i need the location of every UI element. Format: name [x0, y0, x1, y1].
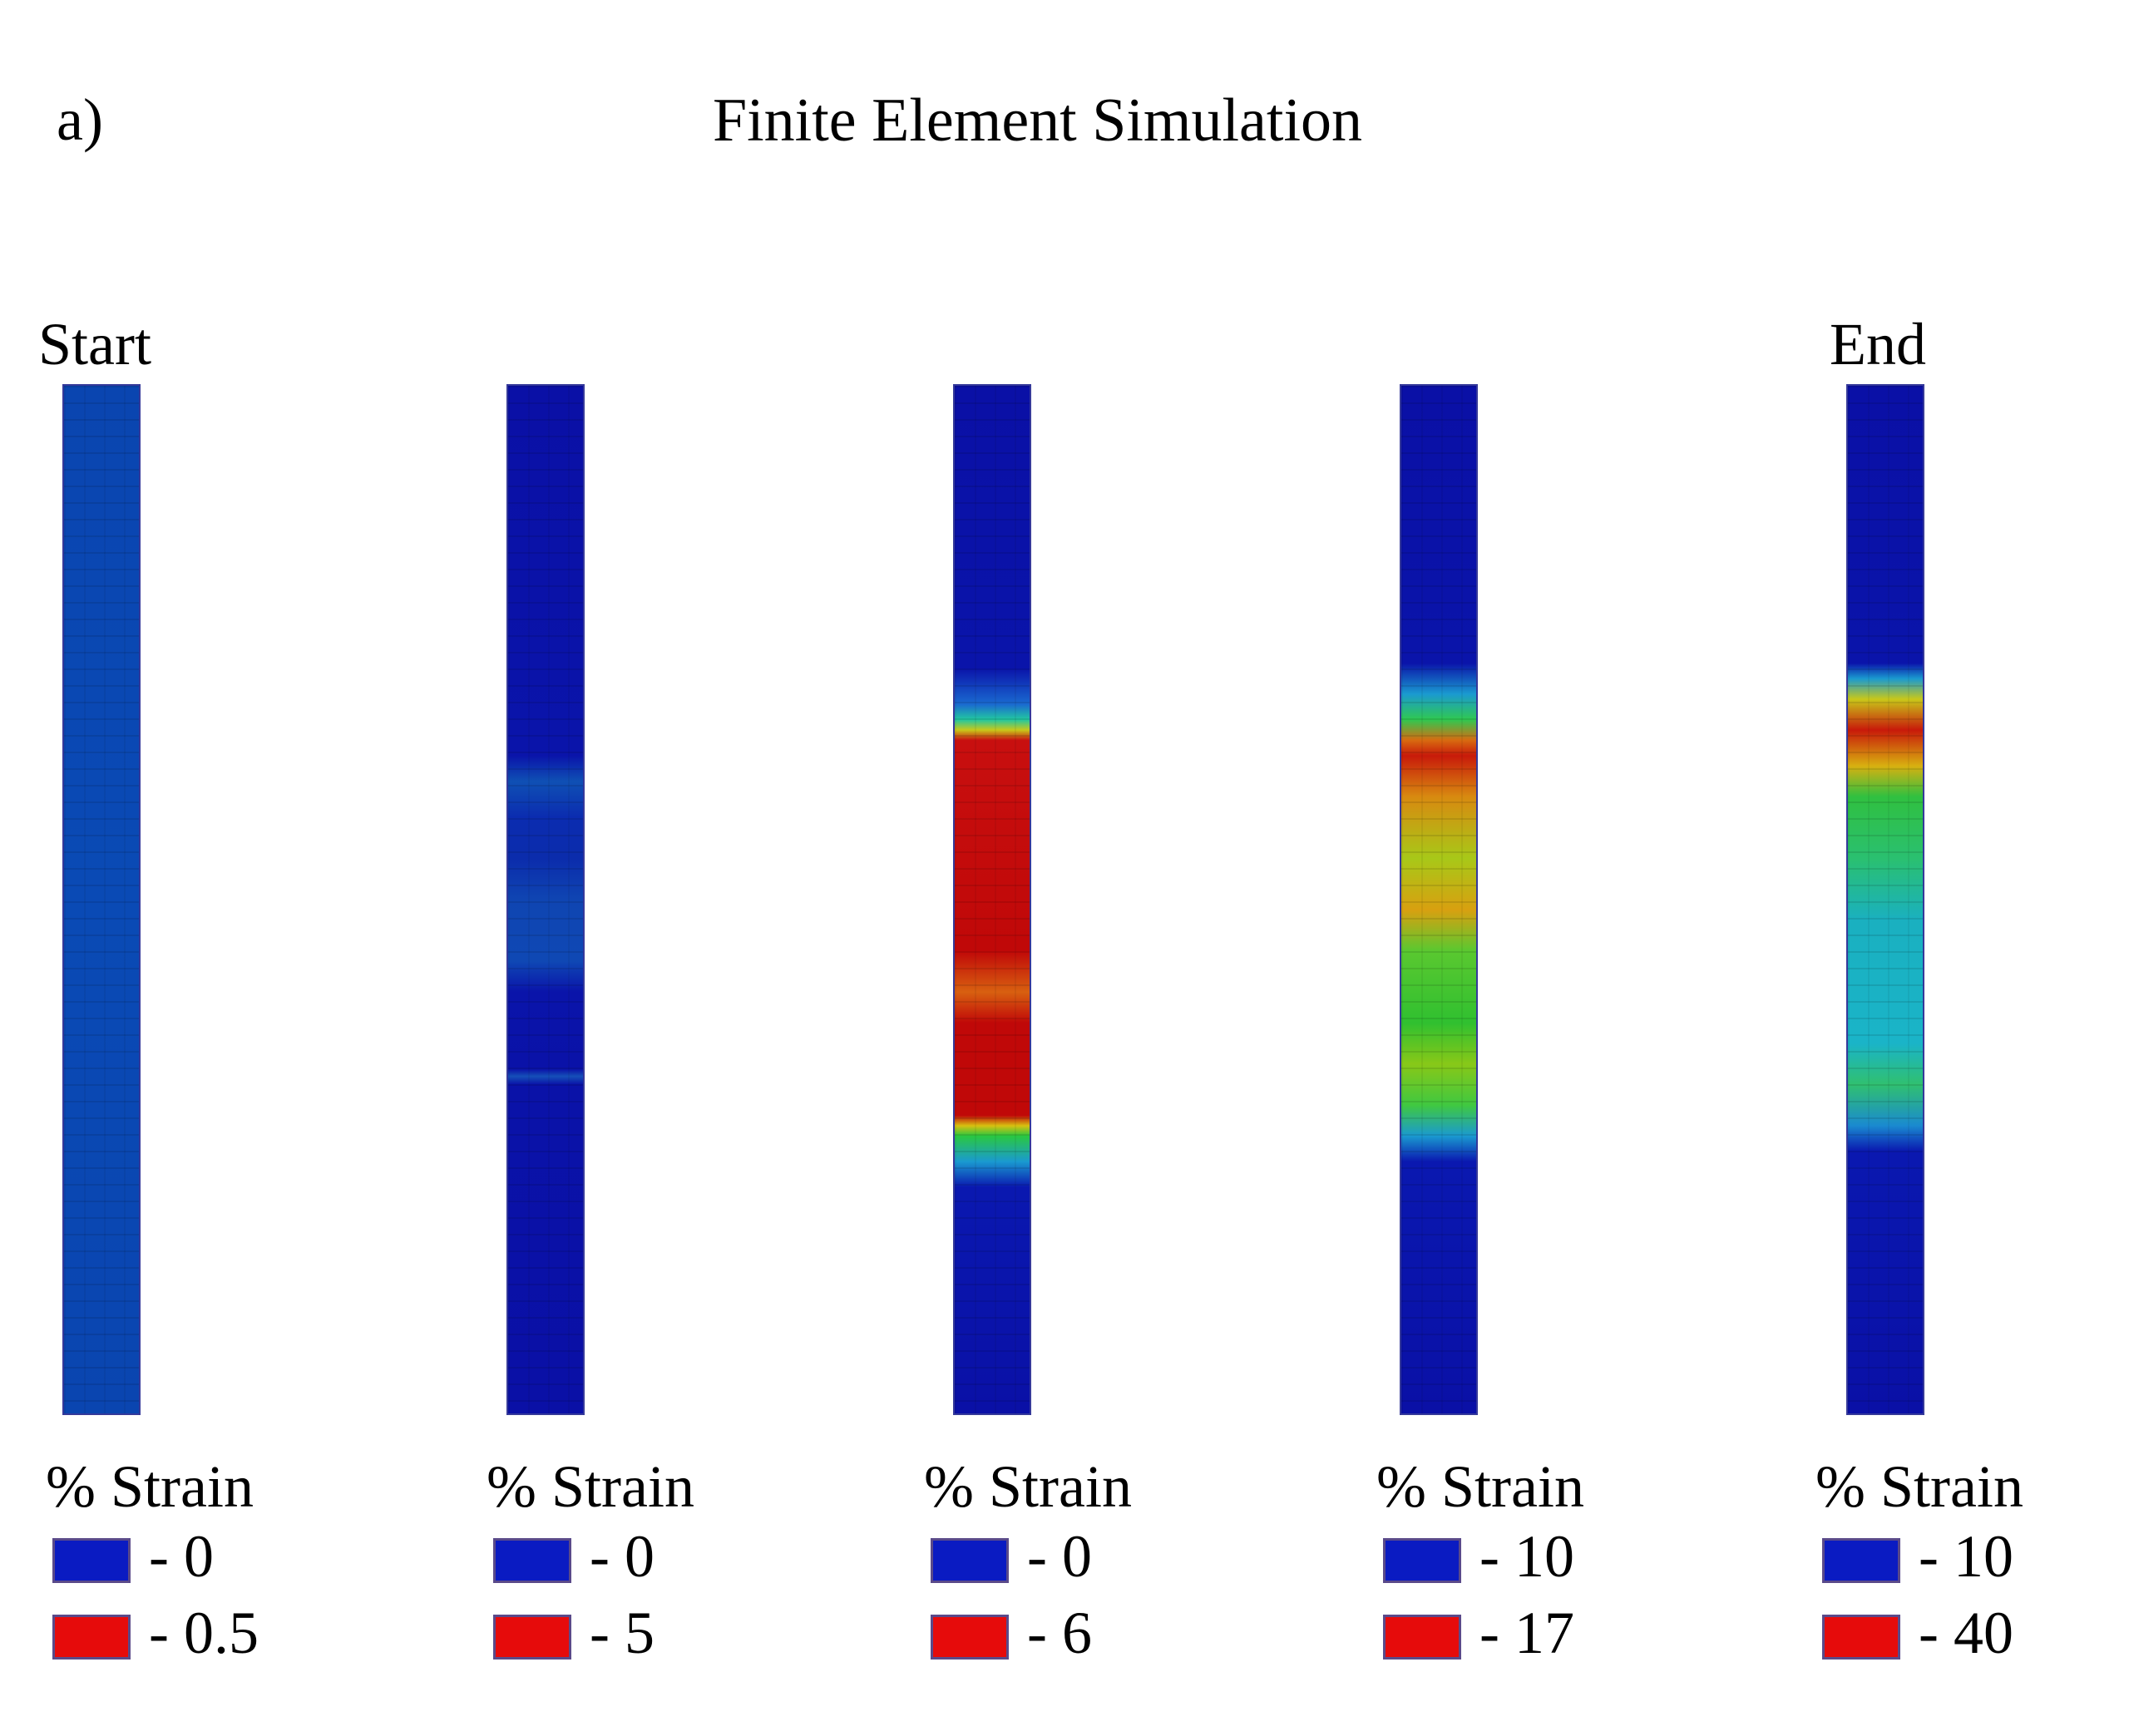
strain-bar-4	[1400, 384, 1478, 1415]
strain-bar-1	[62, 384, 141, 1415]
strain-bar-5	[1846, 384, 1924, 1415]
legend-4: % Strain - 10 - 17	[1376, 1457, 1642, 1679]
legend-title: % Strain	[46, 1453, 254, 1520]
legend-swatch-high	[1383, 1615, 1461, 1660]
legend-3: % Strain - 0 - 6	[924, 1457, 1190, 1679]
legend-title: % Strain	[1815, 1453, 2023, 1520]
legend-low-value: - 0	[149, 1523, 214, 1590]
legend-low-value: - 10	[1479, 1523, 1574, 1590]
legend-high-value: - 5	[590, 1600, 655, 1666]
strain-bar-2	[506, 384, 585, 1415]
legend-1: % Strain - 0 - 0.5	[46, 1457, 312, 1679]
legend-swatch-low	[931, 1538, 1009, 1583]
legend-low-value: - 0	[1027, 1523, 1092, 1590]
panel-label: a)	[57, 86, 103, 153]
legend-swatch-low	[1383, 1538, 1461, 1583]
legend-high-value: - 0.5	[149, 1600, 259, 1666]
legend-title: % Strain	[924, 1453, 1132, 1520]
legend-swatch-low	[493, 1538, 571, 1583]
legend-high-value: - 40	[1919, 1600, 2013, 1666]
legend-5: % Strain - 10 - 40	[1815, 1457, 2082, 1679]
legend-high-value: - 6	[1027, 1600, 1092, 1666]
legend-swatch-low	[52, 1538, 131, 1583]
figure-title: Finite Element Simulation	[712, 86, 1363, 155]
legend-title: % Strain	[487, 1453, 694, 1520]
end-label: End	[1830, 311, 1926, 377]
legend-low-value: - 0	[590, 1523, 655, 1590]
start-label: Start	[38, 311, 151, 377]
legend-title: % Strain	[1376, 1453, 1584, 1520]
legend-2: % Strain - 0 - 5	[487, 1457, 753, 1679]
legend-swatch-high	[931, 1615, 1009, 1660]
strain-bar-3	[953, 384, 1031, 1415]
legend-low-value: - 10	[1919, 1523, 2013, 1590]
legend-high-value: - 17	[1479, 1600, 1574, 1666]
legend-swatch-high	[493, 1615, 571, 1660]
legend-swatch-high	[1822, 1615, 1900, 1660]
legend-swatch-high	[52, 1615, 131, 1660]
legend-swatch-low	[1822, 1538, 1900, 1583]
